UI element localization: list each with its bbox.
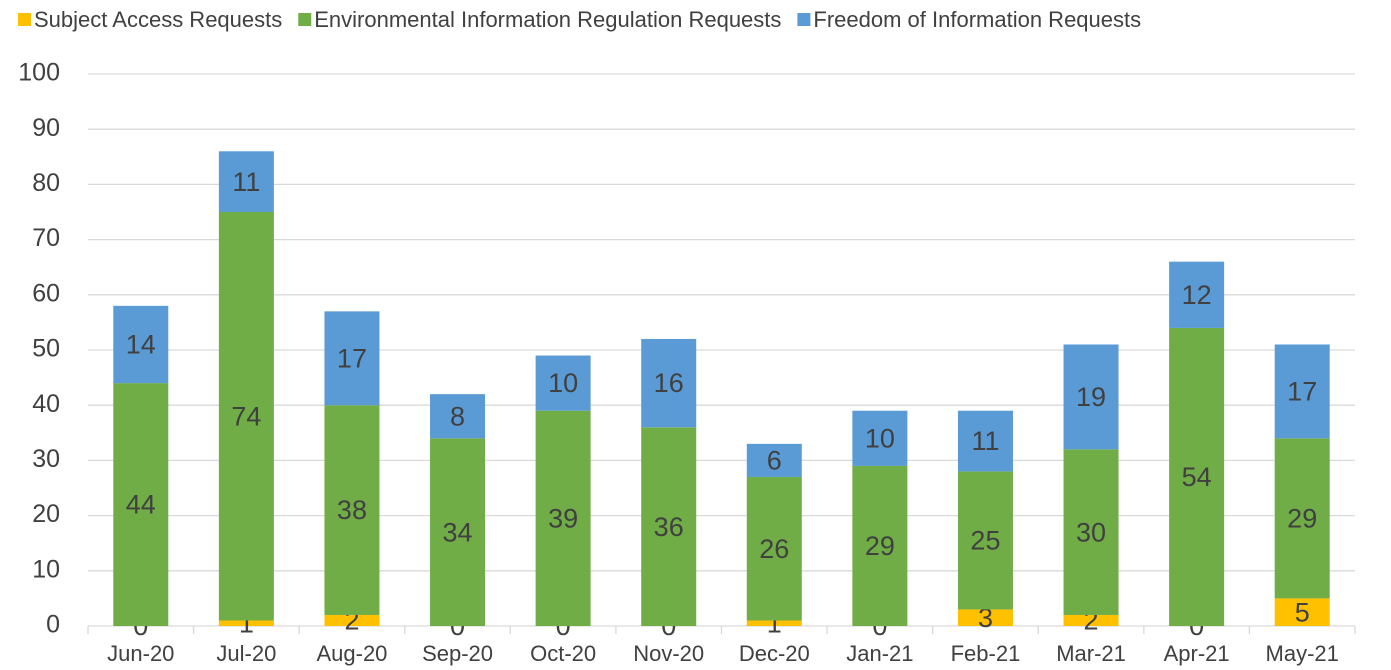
data-label: 11 (971, 426, 999, 456)
bar-segment (430, 438, 486, 626)
data-label: 26 (759, 534, 789, 564)
bar-segment (852, 465, 908, 626)
legend-swatch (797, 13, 811, 26)
data-label: 10 (548, 368, 578, 398)
data-label: 3 (978, 603, 993, 633)
data-label: 12 (1182, 280, 1212, 310)
bar-segment (218, 620, 274, 626)
legend-label: Freedom of Information Requests (813, 7, 1141, 32)
x-tick-label: Sep-20 (422, 641, 493, 666)
bar-segment (1274, 344, 1330, 439)
data-label: 74 (231, 401, 261, 431)
x-tick-label: Mar-21 (1056, 641, 1126, 666)
bar-segment (218, 212, 274, 621)
y-tick-label: 30 (32, 445, 60, 473)
x-tick-label: Dec-20 (739, 641, 810, 666)
data-label: 39 (548, 503, 578, 533)
bar-segment (218, 151, 274, 212)
bar-segment (113, 383, 169, 626)
x-tick-label: Aug-20 (316, 641, 387, 666)
data-label: 29 (865, 531, 895, 561)
bar-segment (957, 471, 1013, 610)
bar-segment (1063, 614, 1119, 626)
data-label: 19 (1076, 382, 1106, 412)
y-tick-label: 40 (32, 390, 60, 418)
x-tick-label: Jun-20 (107, 641, 174, 666)
bar-segment (324, 405, 380, 615)
data-label: 11 (232, 167, 260, 197)
bar-segment (535, 410, 591, 626)
bar-segment (641, 338, 697, 428)
data-label: 25 (970, 526, 1000, 556)
data-label: 8 (450, 401, 465, 431)
bar-segment (746, 620, 802, 626)
bar-segment (957, 410, 1013, 472)
data-label: 17 (337, 343, 367, 373)
bar-segment (1063, 449, 1119, 615)
data-label: 34 (443, 517, 473, 547)
legend-label: Environmental Information Regulation Req… (314, 7, 781, 32)
data-label: 14 (126, 330, 156, 360)
data-label: 10 (865, 423, 895, 453)
y-tick-label: 10 (32, 555, 60, 583)
x-tick-label: Feb-21 (951, 641, 1021, 666)
data-label: 30 (1076, 517, 1106, 547)
legend-swatch (18, 13, 31, 26)
data-label: 36 (654, 512, 684, 542)
bar-segment (324, 614, 380, 626)
data-label: 6 (767, 446, 782, 476)
bar-segment (324, 311, 380, 406)
y-tick-label: 20 (32, 500, 60, 528)
bar-segment (746, 443, 802, 477)
bar-segment (113, 305, 169, 384)
legend-label: Subject Access Requests (34, 7, 282, 32)
x-tick-label: Apr-21 (1164, 641, 1230, 666)
bar-segment (641, 427, 697, 626)
bar-segment (957, 609, 1013, 626)
bar-segment (1169, 261, 1225, 328)
bar-segment (535, 355, 591, 411)
x-tick-label: Jul-20 (216, 641, 276, 666)
x-tick-label: Oct-20 (530, 641, 596, 666)
y-tick-label: 80 (32, 169, 60, 197)
bar-segment (430, 394, 486, 439)
data-label: 38 (337, 495, 367, 525)
bar-segment (746, 476, 802, 621)
data-label: 17 (1287, 377, 1317, 407)
bar-segment (1063, 344, 1119, 450)
bar-segment (1169, 327, 1225, 626)
data-label: 54 (1182, 462, 1212, 492)
y-tick-label: 60 (32, 279, 60, 307)
data-label: 44 (126, 490, 156, 520)
y-tick-label: 0 (46, 611, 60, 639)
bar-segment (1274, 438, 1330, 599)
y-tick-label: 100 (18, 59, 60, 87)
y-tick-label: 70 (32, 224, 60, 252)
y-tick-label: 50 (32, 335, 60, 363)
data-label: 5 (1295, 597, 1310, 627)
y-tick-label: 90 (32, 114, 60, 142)
bar-segment (1274, 598, 1330, 626)
legend-swatch (298, 13, 312, 26)
bar-segment (852, 410, 908, 466)
data-label: 16 (654, 368, 684, 398)
x-tick-label: May-21 (1266, 641, 1339, 666)
x-tick-label: Jan-21 (846, 641, 913, 666)
data-label: 29 (1287, 503, 1317, 533)
x-tick-label: Nov-20 (633, 641, 704, 666)
